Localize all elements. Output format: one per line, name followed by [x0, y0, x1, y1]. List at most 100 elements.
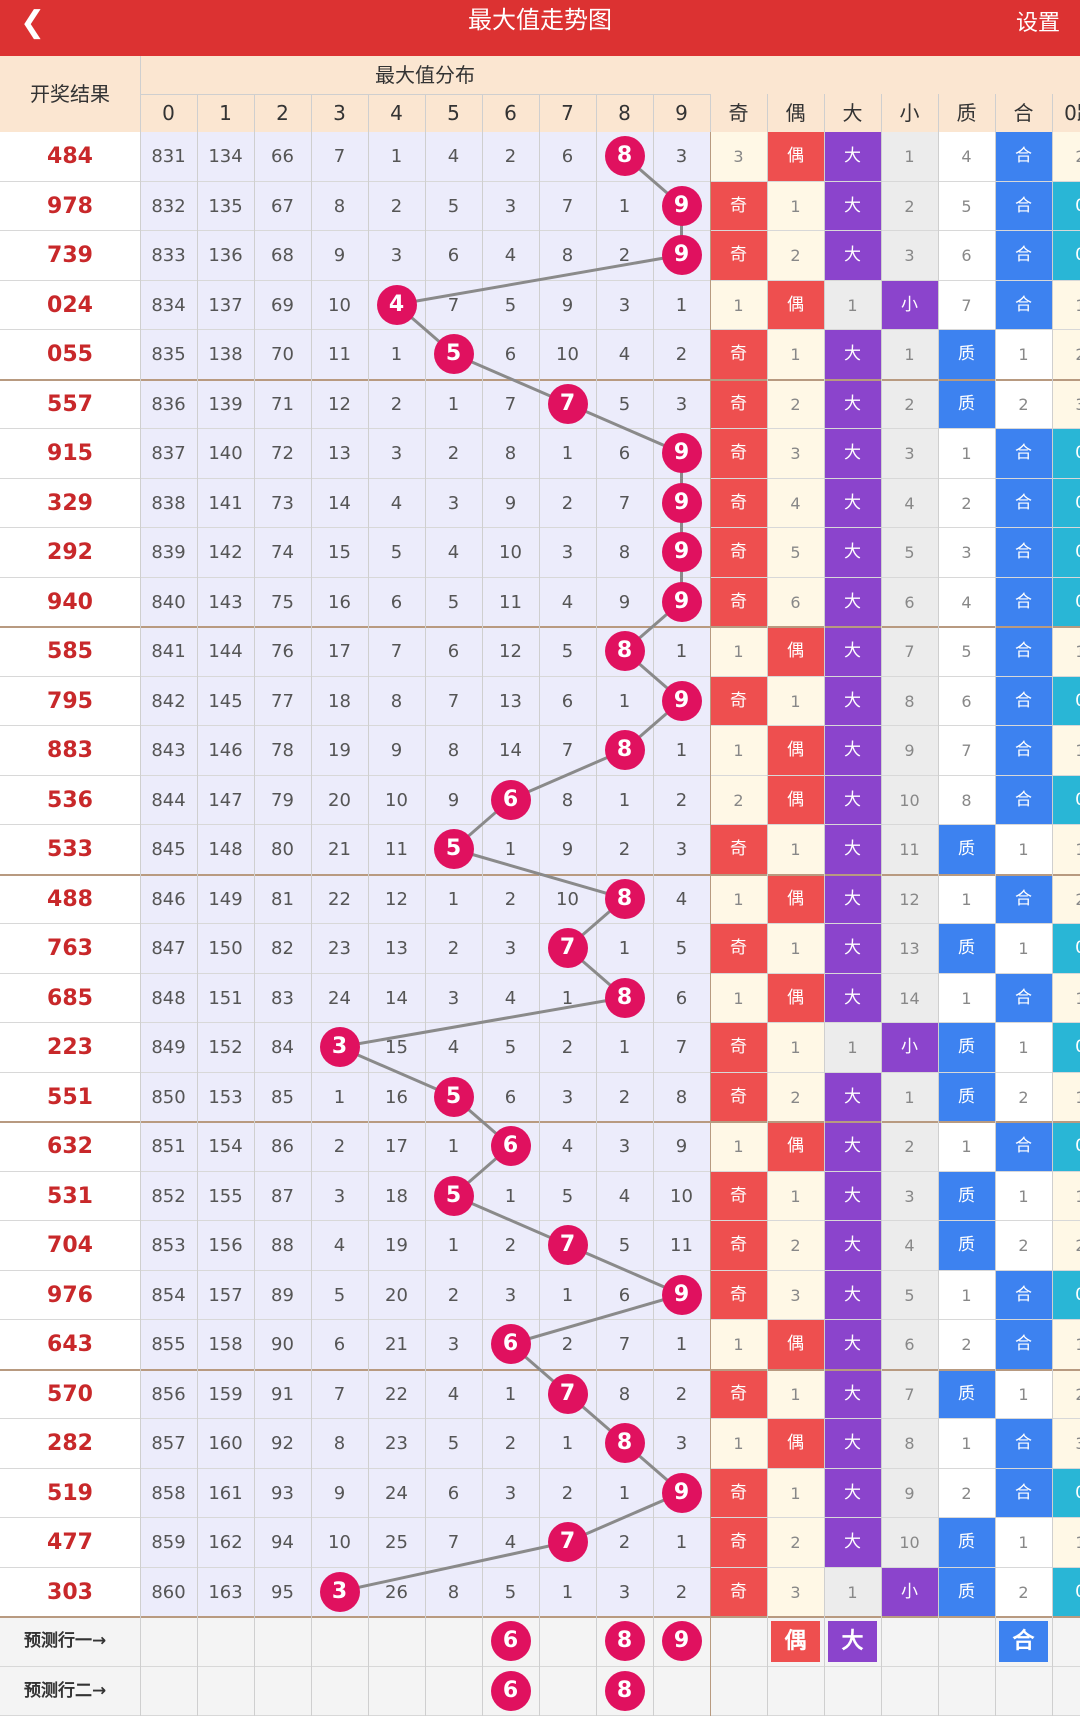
stat-cell: 质 [938, 1221, 995, 1270]
result-number: 488 [0, 874, 140, 924]
omission-count: 7 [425, 280, 482, 330]
prediction-stat: 合 [999, 1621, 1048, 1662]
omission-count: 1 [596, 181, 653, 231]
stat-cell: 大 [824, 181, 881, 231]
stat-cell: 偶 [767, 627, 824, 676]
stat-cell: 奇 [710, 1468, 767, 1518]
result-number: 551 [0, 1072, 140, 1122]
omission-count: 3 [653, 825, 710, 874]
max-digit-ball: 6 [490, 779, 531, 820]
omission-count: 22 [311, 874, 368, 924]
omission-count: 1 [653, 1320, 710, 1369]
omission-count: 1 [539, 429, 596, 478]
table-row: 5198581619392463219奇1大92合0 [0, 1468, 1080, 1518]
omission-count: 5 [311, 1270, 368, 1320]
omission-count: 19 [368, 1221, 425, 1270]
omission-count: 69 [254, 280, 311, 330]
max-digit-ball: 5 [433, 1076, 474, 1117]
omission-count: 13 [311, 429, 368, 478]
max-digit-ball: 9 [661, 235, 702, 275]
column-divider [881, 132, 882, 1716]
result-number: 536 [0, 775, 140, 825]
column-divider [140, 132, 141, 1716]
omission-count: 5 [425, 181, 482, 231]
omission-count: 9 [311, 231, 368, 280]
omission-count: 1 [368, 330, 425, 379]
omission-count: 136 [197, 231, 254, 280]
omission-count: 8 [596, 1369, 653, 1419]
stat-cell: 3 [881, 429, 938, 478]
omission-count: 3 [653, 379, 710, 429]
row-divider [0, 378, 1080, 381]
stat-cell: 0 [1052, 676, 1080, 726]
stat-cell: 1 [995, 1518, 1052, 1567]
stat-cell: 质 [938, 1369, 995, 1419]
result-number: 477 [0, 1518, 140, 1567]
stat-cell: 9 [881, 1468, 938, 1518]
stat-cell: 2 [767, 231, 824, 280]
omission-count: 2 [653, 775, 710, 825]
omission-count: 858 [140, 1468, 197, 1518]
omission-count: 17 [368, 1122, 425, 1171]
trend-segment [339, 996, 625, 1049]
omission-count: 148 [197, 825, 254, 874]
stat-cell: 4 [881, 1221, 938, 1270]
omission-count: 68 [254, 231, 311, 280]
stat-cell: 2 [1052, 330, 1080, 379]
stat-cell: 大 [824, 231, 881, 280]
stat-cell: 2 [938, 478, 995, 528]
stat-cell: 合 [995, 627, 1052, 676]
stat-cell: 5 [938, 181, 995, 231]
table-row: 63285115486217164391偶大21合0 [0, 1122, 1080, 1171]
omission-count: 6 [482, 1072, 539, 1122]
row-divider [0, 725, 1080, 726]
stat-cell: 合 [995, 280, 1052, 330]
omission-count: 4 [482, 973, 539, 1023]
trend-segment [452, 352, 569, 405]
table-row: 02483413769104759311偶1小7合1 [0, 280, 1080, 330]
digit-header-8: 8 [596, 94, 654, 132]
stat-cell: 1 [938, 429, 995, 478]
omission-count: 3 [596, 1567, 653, 1617]
trend-table: 4848311346671426833偶大14合2978832135678253… [0, 132, 1080, 1716]
omission-count: 3 [425, 1320, 482, 1369]
result-number: 533 [0, 825, 140, 874]
settings-button[interactable]: 设置 [1015, 11, 1060, 36]
stat-cell: 0 [1052, 577, 1080, 627]
result-number: 632 [0, 1122, 140, 1171]
stat-cell: 合 [995, 1419, 1052, 1468]
omission-count: 66 [254, 132, 311, 181]
column-divider [197, 132, 198, 1716]
omission-count: 149 [197, 874, 254, 924]
prediction-label: 预测行一→ [24, 1631, 107, 1651]
row-divider [0, 180, 1080, 182]
omission-count: 1 [539, 1270, 596, 1320]
omission-count: 7 [425, 676, 482, 726]
stat-cell: 3 [767, 1567, 824, 1617]
omission-count: 23 [368, 1419, 425, 1468]
stat-cell: 0 [1052, 1468, 1080, 1518]
stat-cell: 1 [710, 627, 767, 676]
stat-cell: 6 [938, 231, 995, 280]
stat-cell: 奇 [710, 181, 767, 231]
stat-cell: 2 [1052, 132, 1080, 181]
stat-cell: 奇 [710, 1567, 767, 1617]
row-divider [0, 1269, 1080, 1271]
omission-count: 2 [482, 1419, 539, 1468]
omission-count: 90 [254, 1320, 311, 1369]
stat-cell: 4 [938, 132, 995, 181]
back-chevron-icon[interactable]: ❮ [20, 5, 46, 40]
omission-count: 4 [539, 1122, 596, 1171]
row-divider [0, 1170, 1080, 1172]
stat-cell: 2 [995, 1072, 1052, 1122]
omission-count: 836 [140, 379, 197, 429]
stat-cell: 奇 [710, 1369, 767, 1419]
omission-count: 3 [596, 280, 653, 330]
omission-count: 4 [482, 231, 539, 280]
stat-cell: 5 [881, 1270, 938, 1320]
omission-count: 1 [425, 1221, 482, 1270]
omission-count: 3 [539, 1072, 596, 1122]
omission-count: 853 [140, 1221, 197, 1270]
column-divider [1052, 132, 1053, 1716]
stat-cell: 奇 [710, 330, 767, 379]
